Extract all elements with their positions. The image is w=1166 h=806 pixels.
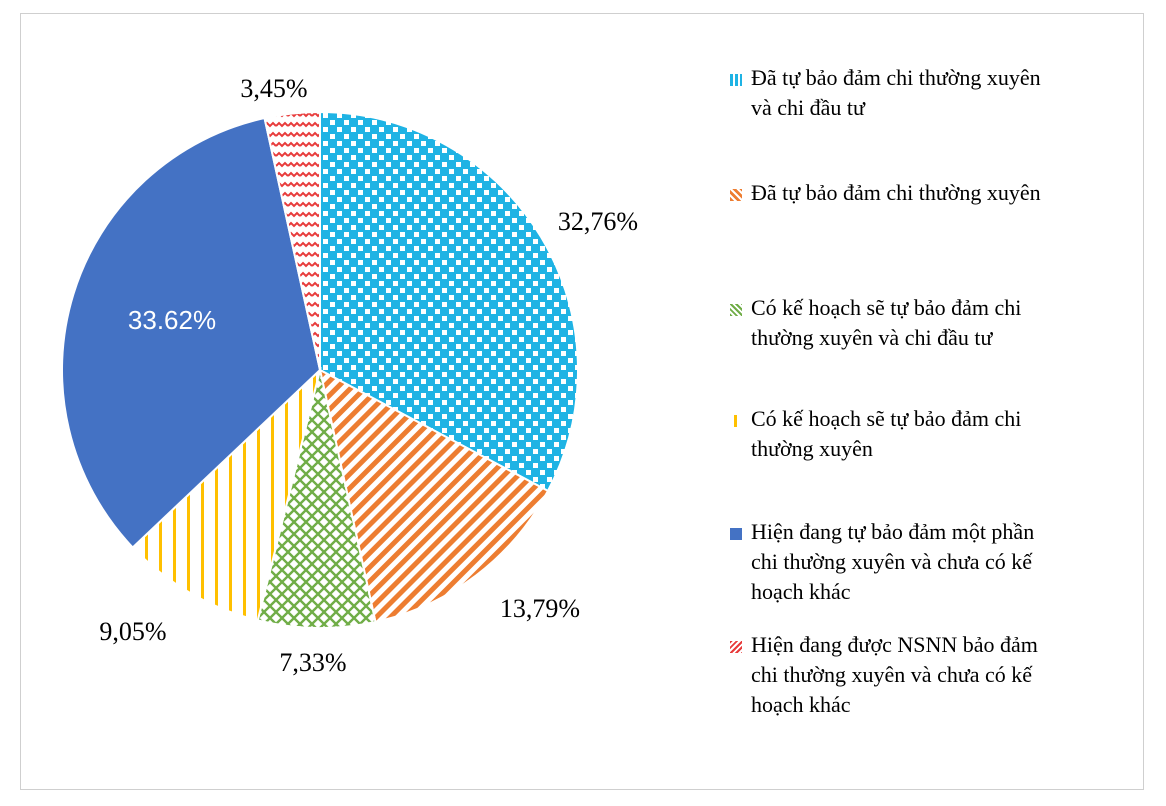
slice-label-3: 7,33%: [279, 648, 346, 677]
legend-item-2: Đã tự bảo đảm chi thường xuyên: [730, 178, 1130, 208]
legend-label-4a: Có kế hoạch sẽ tự bảo đảm chi: [751, 406, 1022, 431]
legend-label-1a: Đã tự bảo đảm chi thường xuyên: [751, 65, 1041, 90]
legend-item-1: Đã tự bảo đảm chi thường xuyên và chi đầu…: [730, 63, 1130, 123]
legend-label-5a: Hiện đang tự bảo đảm một phần: [751, 519, 1035, 544]
legend-item-4: Có kế hoạch sẽ tự bảo đảm chi thường xuyê…: [730, 404, 1130, 464]
legend-label-3b: thường xuyên và chi đầu tư: [751, 325, 993, 350]
legend-label-1b: và chi đầu tư: [751, 95, 865, 120]
legend-item-5: Hiện đang tự bảo đảm một phần chi thường …: [730, 517, 1130, 607]
legend-label-6c: hoạch khác: [751, 692, 851, 717]
legend-swatch-3: [730, 304, 742, 316]
legend-swatch-6: [730, 641, 742, 653]
legend-label-3a: Có kế hoạch sẽ tự bảo đảm chi: [751, 295, 1022, 320]
slice-label-4: 9,05%: [99, 617, 166, 646]
pie-slice-2: [318, 368, 550, 624]
legend-label-6b: chi thường xuyên và chưa có kế: [751, 662, 1033, 687]
legend-label-6a: Hiện đang được NSNN bảo đảm: [751, 632, 1038, 657]
legend-label-2a: Đã tự bảo đảm chi thường xuyên: [751, 180, 1041, 205]
pie-slice-4: [131, 366, 322, 622]
legend-swatch-1: [730, 74, 742, 86]
legend-item-3: Có kế hoạch sẽ tự bảo đảm chi thường xuyê…: [730, 293, 1130, 353]
slice-label-2: 13,79%: [500, 594, 580, 623]
pie-slice-3: [256, 369, 377, 629]
legend-swatch-2: [730, 189, 742, 201]
pie-slice-1: [319, 110, 579, 493]
chart-frame: [20, 13, 1144, 790]
pie-slice-6: [263, 110, 321, 371]
legend-label-4b: thường xuyên: [751, 436, 873, 461]
legend-label-5b: chi thường xuyên và chưa có kế: [751, 549, 1033, 574]
slice-label-6: 3,45%: [240, 74, 307, 103]
legend-swatch-5: [730, 528, 742, 540]
slice-label-1: 32,76%: [558, 207, 638, 236]
legend-label-5c: hoạch khác: [751, 579, 851, 604]
legend-item-6: Hiện đang được NSNN bảo đảm chi thường xu…: [730, 630, 1130, 720]
legend-swatch-4: [730, 415, 742, 427]
slice-label-5: 33.62%: [128, 305, 216, 335]
pie-slice-5: [61, 116, 322, 549]
